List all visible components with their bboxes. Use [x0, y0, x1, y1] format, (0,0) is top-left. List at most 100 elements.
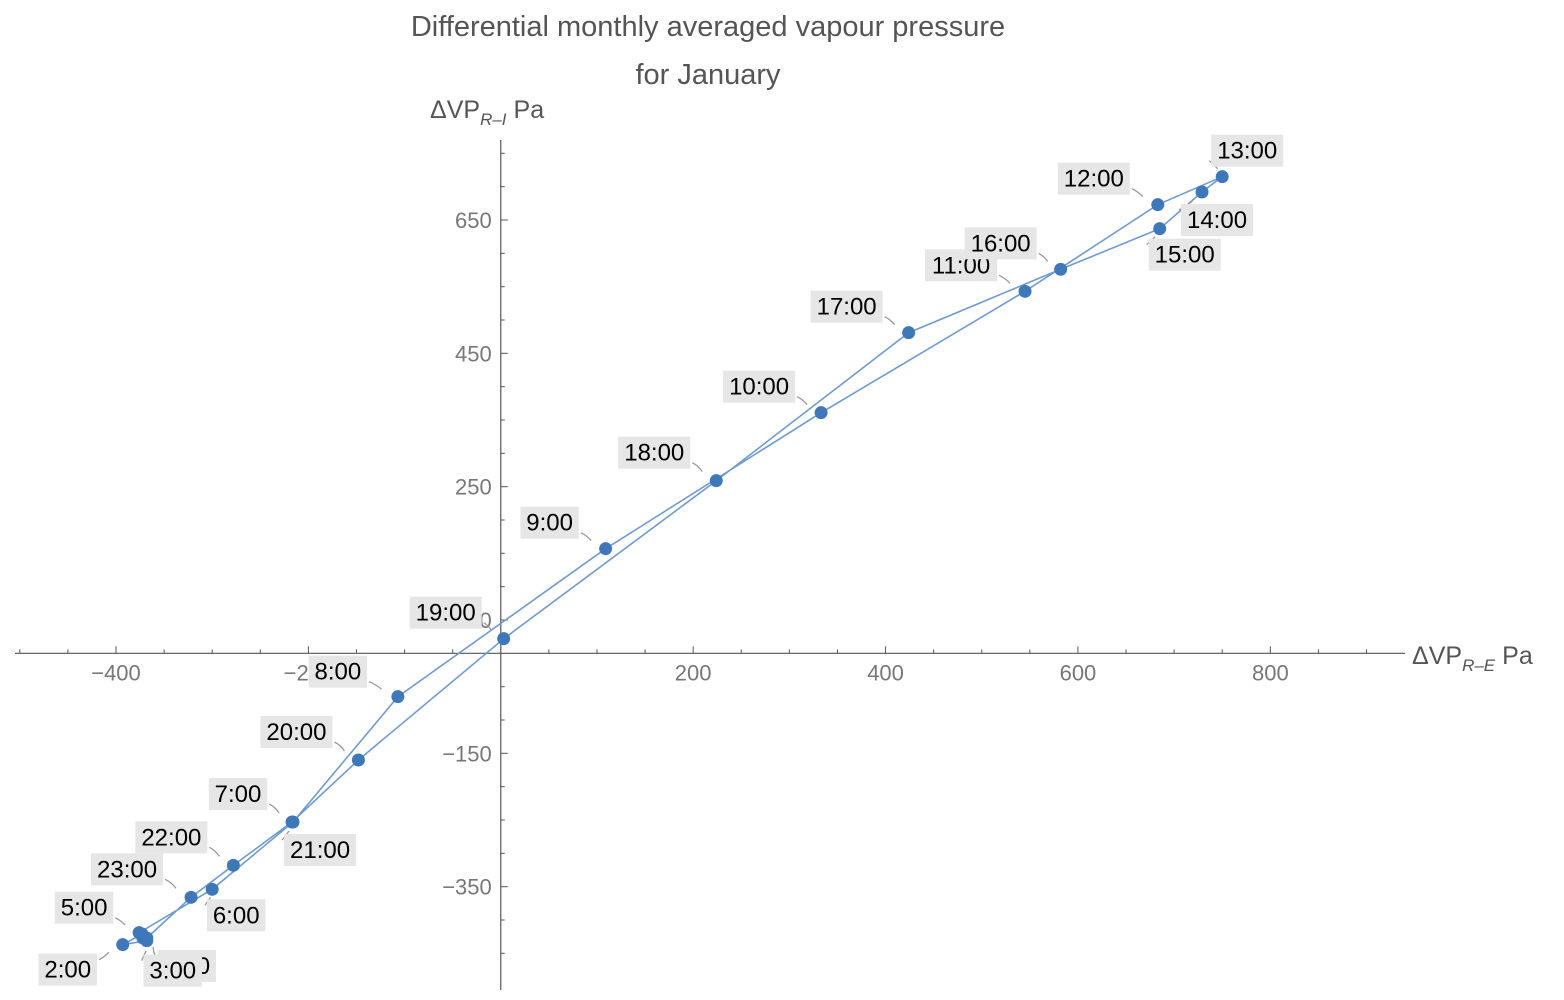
label-leader [368, 681, 382, 690]
y-axis-label-main: ΔVP [430, 96, 480, 124]
x-axis-label-unit: Pa [1502, 642, 1533, 670]
label-bg [1057, 162, 1130, 195]
label-bg [54, 891, 114, 924]
data-point [1054, 262, 1068, 276]
data-point [814, 406, 828, 420]
point-label: 7:00 [208, 778, 280, 814]
data-point [497, 632, 511, 646]
point-label-text: 10:00 [729, 374, 789, 401]
label-bg [723, 370, 796, 403]
x-tick-label: 600 [1060, 660, 1097, 685]
y-axis-label-sub: R–I [480, 110, 507, 129]
label-bg [206, 899, 266, 932]
point-label: 22:00 [135, 821, 220, 857]
point-label: 16:00 [964, 227, 1049, 262]
chart-title: Differential monthly averaged vapour pre… [411, 11, 1005, 43]
point-label-text: 9:00 [526, 510, 573, 537]
label-bg [1181, 204, 1254, 236]
label-leader [209, 846, 220, 857]
label-leader [580, 532, 592, 542]
point-label-text: 7:00 [215, 781, 262, 808]
data-point [1151, 198, 1165, 212]
label-leader [140, 950, 147, 961]
point-label-text: 8:00 [314, 659, 361, 686]
label-leader [98, 951, 110, 961]
point-label: 6:00 [204, 896, 266, 932]
label-bg [260, 716, 333, 748]
point-label-text: 13:00 [1217, 138, 1277, 165]
chart-subtitle: for January [635, 59, 781, 91]
point-label: 12:00 [1057, 162, 1144, 198]
label-bg [964, 227, 1037, 260]
x-axis-label-main: ΔVP [1412, 642, 1462, 670]
point-label-text: 20:00 [266, 719, 326, 746]
label-leader [164, 878, 177, 889]
point-label-text: 12:00 [1064, 166, 1124, 193]
point-labels: 0:002:003:005:006:007:008:009:0010:0011:… [38, 134, 1284, 987]
y-tick-label: −350 [442, 875, 492, 900]
point-label: 20:00 [260, 716, 345, 752]
label-bg [143, 954, 202, 987]
x-tick-label: 800 [1252, 660, 1289, 685]
x-axis-label: ΔVPR–E Pa [1412, 642, 1533, 675]
point-label: 19:00 [409, 596, 493, 632]
data-point [1153, 222, 1167, 236]
x-axis-label-sub: R–E [1462, 656, 1496, 675]
label-leader [483, 622, 493, 632]
point-label-text: 2:00 [44, 957, 91, 984]
point-label-text: 19:00 [416, 600, 476, 627]
point-label: 13:00 [1208, 134, 1284, 170]
point-label-text: 18:00 [624, 440, 684, 467]
data-points [116, 170, 1229, 952]
label-leader [114, 917, 126, 926]
data-point [1215, 170, 1229, 184]
label-bg [91, 853, 164, 886]
point-label: 3:00 [140, 950, 202, 987]
data-point [599, 542, 613, 556]
label-leader [796, 396, 808, 406]
y-tick-label: 250 [455, 475, 492, 500]
point-label: 2:00 [38, 951, 110, 986]
label-bg [520, 506, 579, 539]
y-tick-label: 650 [455, 208, 492, 233]
y-axis-label-unit: Pa [514, 96, 545, 124]
point-label: 8:00 [308, 655, 382, 690]
data-point [709, 474, 723, 488]
label-leader [998, 274, 1011, 284]
y-axis-label: ΔVPR–I Pa [430, 96, 544, 129]
point-label-text: 16:00 [971, 230, 1031, 257]
point-label-text: 3:00 [149, 958, 196, 985]
data-point [1195, 185, 1209, 199]
data-point [391, 690, 405, 704]
series-line [122, 175, 1223, 946]
data-point [205, 882, 219, 896]
point-label-text: 14:00 [1187, 207, 1247, 234]
label-bg [409, 596, 482, 629]
data-point [184, 890, 198, 904]
label-bg [1148, 238, 1221, 271]
label-bg [208, 778, 268, 810]
point-label-text: 23:00 [97, 856, 157, 883]
data-point [132, 926, 146, 940]
data-point [351, 753, 365, 767]
point-label: 17:00 [810, 290, 896, 326]
label-leader [1038, 252, 1049, 262]
point-label: 21:00 [281, 830, 357, 866]
y-tick-label: 450 [455, 341, 492, 366]
label-bg [1211, 134, 1284, 167]
point-label: 14:00 [1178, 200, 1254, 236]
point-label-text: 21:00 [290, 837, 350, 864]
label-leader [1131, 188, 1144, 198]
data-point [902, 326, 916, 340]
point-label-text: 15:00 [1155, 242, 1215, 269]
label-bg [135, 821, 208, 854]
point-label-text: 5:00 [61, 895, 108, 922]
point-label: 9:00 [520, 506, 592, 542]
series-lines [122, 175, 1223, 946]
label-bg [810, 290, 883, 323]
data-point [226, 858, 240, 872]
label-leader [268, 803, 280, 814]
point-label-text: 22:00 [141, 824, 201, 851]
point-label-text: 17:00 [817, 294, 877, 321]
